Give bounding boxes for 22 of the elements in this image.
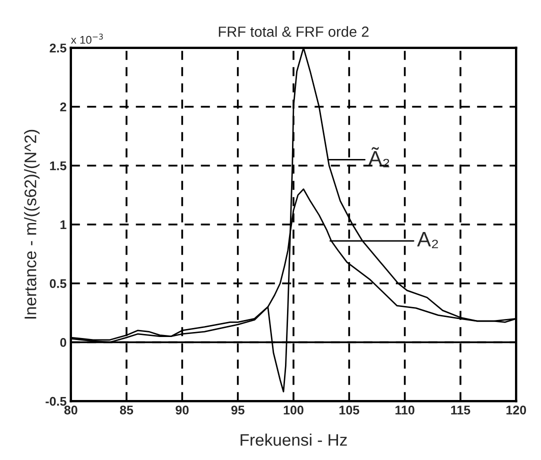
chart-title: FRF total & FRF orde 2 (218, 26, 369, 37)
x-tick-label: 80 (64, 406, 78, 414)
y-tick-label: 2 (60, 102, 66, 112)
annotation: Ã₂ (368, 147, 390, 168)
y-tick-label: 2.5 (50, 44, 66, 52)
y-axis-title: Inertance - m/((s62)/(N^2) (24, 130, 40, 319)
x-tick-label: 115 (451, 406, 470, 414)
annotation: A₂ (417, 232, 438, 248)
x-tick-label: 105 (340, 406, 360, 414)
text: x 10$^{−3}$ (70, 34, 103, 44)
x-tick-label: 85 (120, 406, 134, 414)
x-tick-label: 120 (506, 406, 526, 414)
y-tick-label: 0 (60, 338, 66, 347)
x-tick-label: 95 (231, 406, 244, 414)
y-tick-label: 1.5 (50, 162, 66, 170)
y-tick-label: 1 (60, 220, 66, 230)
x-axis-title: Frekuensi - Hz (240, 434, 347, 446)
x-tick-label: 90 (176, 406, 189, 414)
x-tick-label: 110 (396, 406, 414, 414)
y-tick-label: 0.5 (50, 279, 66, 288)
y-tick-label: -0.5 (46, 396, 66, 406)
x-tick-label: 100 (284, 406, 304, 414)
